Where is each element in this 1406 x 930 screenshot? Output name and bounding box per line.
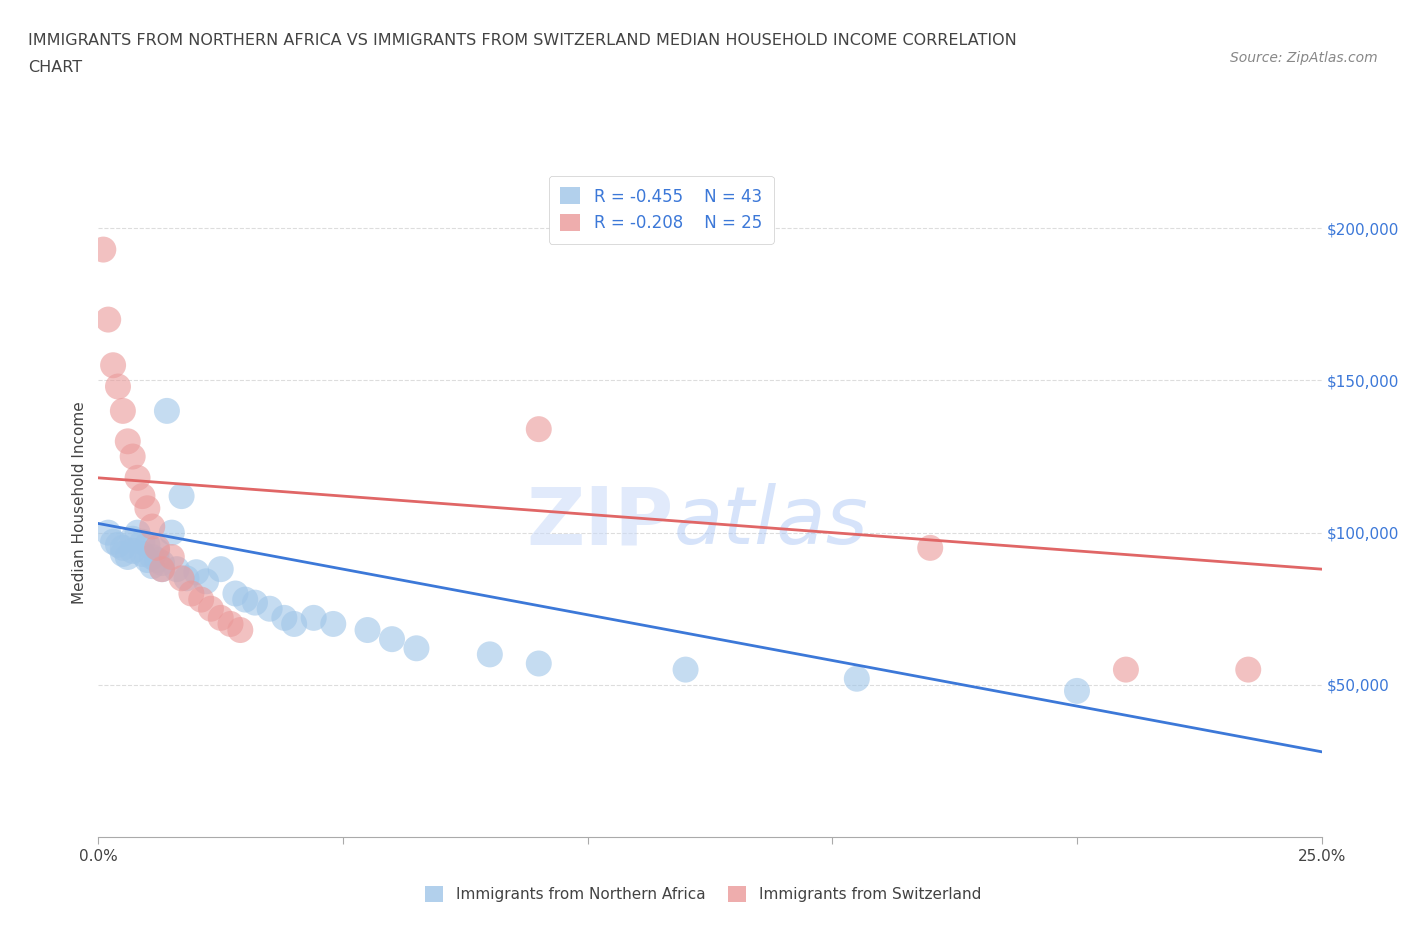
Point — [209, 562, 232, 577]
Point — [121, 543, 143, 558]
Point — [405, 641, 427, 656]
Text: IMMIGRANTS FROM NORTHERN AFRICA VS IMMIGRANTS FROM SWITZERLAND MEDIAN HOUSEHOLD : IMMIGRANTS FROM NORTHERN AFRICA VS IMMIG… — [28, 33, 1017, 47]
Point — [131, 488, 153, 503]
Point — [136, 552, 159, 567]
Point — [527, 421, 550, 436]
Point — [381, 631, 404, 646]
Point — [121, 449, 143, 464]
Point — [209, 610, 232, 625]
Point — [141, 559, 163, 574]
Point — [160, 550, 183, 565]
Point — [302, 610, 325, 625]
Point — [356, 622, 378, 637]
Point — [141, 519, 163, 534]
Point — [131, 547, 153, 562]
Point — [283, 617, 305, 631]
Point — [156, 404, 179, 418]
Point — [186, 565, 208, 579]
Point — [259, 602, 281, 617]
Point — [121, 531, 143, 546]
Text: Source: ZipAtlas.com: Source: ZipAtlas.com — [1230, 51, 1378, 65]
Point — [111, 547, 134, 562]
Point — [200, 602, 222, 617]
Text: atlas: atlas — [673, 484, 868, 562]
Point — [91, 242, 114, 257]
Point — [136, 501, 159, 516]
Point — [273, 610, 295, 625]
Point — [195, 574, 218, 589]
Point — [176, 571, 198, 586]
Point — [131, 535, 153, 550]
Point — [150, 562, 173, 577]
Text: ZIP: ZIP — [526, 484, 673, 562]
Point — [229, 622, 252, 637]
Legend: R = -0.455    N = 43, R = -0.208    N = 25: R = -0.455 N = 43, R = -0.208 N = 25 — [548, 176, 773, 244]
Point — [97, 525, 120, 540]
Point — [117, 434, 139, 449]
Point — [190, 592, 212, 607]
Point — [160, 525, 183, 540]
Point — [1115, 662, 1137, 677]
Point — [146, 543, 169, 558]
Point — [127, 525, 149, 540]
Point — [107, 379, 129, 394]
Point — [1066, 684, 1088, 698]
Point — [150, 555, 173, 570]
Point — [97, 312, 120, 327]
Point — [527, 656, 550, 671]
Point — [101, 535, 124, 550]
Point — [675, 662, 697, 677]
Point — [111, 540, 134, 555]
Point — [170, 488, 193, 503]
Point — [920, 540, 942, 555]
Point — [117, 550, 139, 565]
Point — [243, 595, 266, 610]
Point — [233, 592, 256, 607]
Point — [166, 562, 188, 577]
Point — [219, 617, 242, 631]
Point — [136, 538, 159, 552]
Point — [146, 540, 169, 555]
Point — [141, 550, 163, 565]
Point — [111, 404, 134, 418]
Point — [101, 358, 124, 373]
Point — [224, 586, 246, 601]
Point — [150, 562, 173, 577]
Point — [127, 471, 149, 485]
Point — [1237, 662, 1260, 677]
Legend: Immigrants from Northern Africa, Immigrants from Switzerland: Immigrants from Northern Africa, Immigra… — [419, 880, 987, 909]
Text: CHART: CHART — [28, 60, 82, 75]
Point — [478, 647, 501, 662]
Point — [107, 538, 129, 552]
Point — [180, 586, 202, 601]
Point — [146, 552, 169, 567]
Point — [170, 571, 193, 586]
Point — [845, 671, 868, 686]
Point — [322, 617, 344, 631]
Y-axis label: Median Household Income: Median Household Income — [72, 401, 87, 604]
